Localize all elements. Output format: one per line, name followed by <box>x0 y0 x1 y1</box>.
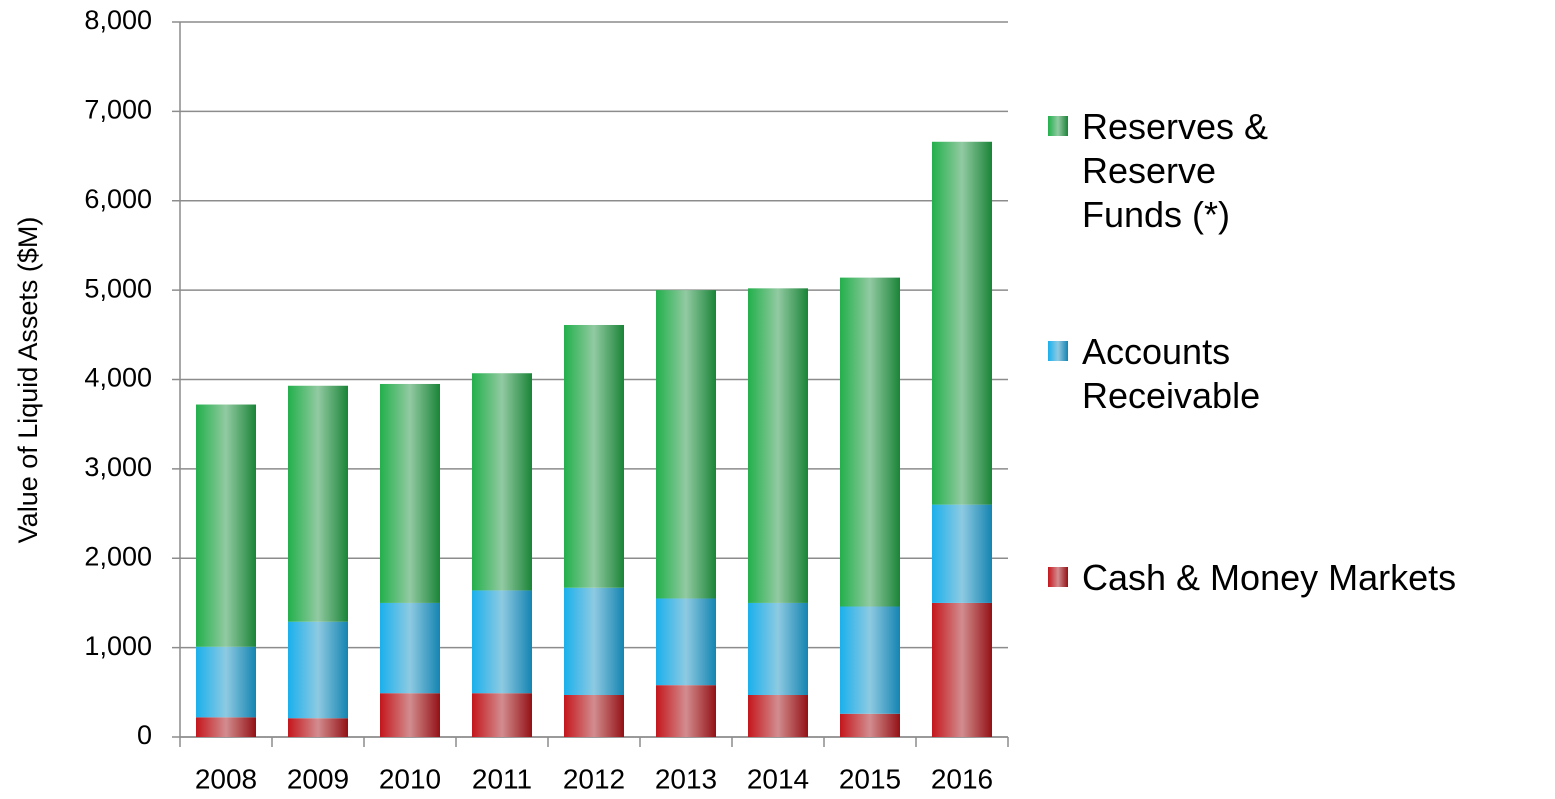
bar-segment <box>656 290 716 599</box>
x-tick-label: 2016 <box>931 763 993 794</box>
legend-label: Cash & Money Markets <box>1082 557 1457 598</box>
legend-swatch <box>1048 341 1068 361</box>
bar-segment <box>932 602 992 737</box>
legend-label: Reserves & Reserve Funds (*) <box>1082 106 1269 235</box>
x-tick-label: 2010 <box>379 763 441 794</box>
legend-swatch <box>1048 567 1068 587</box>
bar-segment <box>288 621 348 719</box>
legend-label: Accounts Receivable <box>1082 331 1261 416</box>
bar-segment <box>288 385 348 622</box>
y-tick-label: 8,000 <box>84 5 152 35</box>
bar-segment <box>564 694 624 737</box>
bar-segment <box>196 646 256 718</box>
bar-segment <box>564 587 624 695</box>
y-tick-label: 6,000 <box>84 184 152 214</box>
y-tick-label: 7,000 <box>84 95 152 125</box>
bar-segment <box>932 141 992 505</box>
bar-segment <box>748 288 808 603</box>
y-tick-label: 1,000 <box>84 631 152 661</box>
x-tick-label: 2015 <box>839 763 901 794</box>
bar-segment <box>472 693 532 737</box>
bar-segment <box>840 606 900 714</box>
legend-swatch <box>1048 116 1068 136</box>
bar-segment <box>840 277 900 607</box>
bar-segment <box>748 694 808 737</box>
bar-segment <box>564 324 624 588</box>
bar-segment <box>196 717 256 737</box>
bar-segment <box>380 602 440 694</box>
legend-item: Cash & Money Markets <box>1048 556 1456 600</box>
bar-segment <box>656 685 716 737</box>
y-tick-label: 5,000 <box>84 273 152 303</box>
bar-segment <box>656 598 716 686</box>
bar-segment <box>932 504 992 603</box>
bar-segment <box>472 590 532 694</box>
y-tick-label: 0 <box>137 720 152 750</box>
x-tick-label: 2012 <box>563 763 625 794</box>
x-tick-label: 2011 <box>472 763 532 794</box>
y-tick-label: 2,000 <box>84 541 152 571</box>
bar-segment <box>748 602 808 695</box>
bar-segment <box>380 693 440 737</box>
bar-segment <box>840 713 900 737</box>
x-tick-label: 2008 <box>195 763 257 794</box>
legend-item: Reserves & Reserve Funds (*) <box>1048 105 1312 237</box>
legend: Reserves & Reserve Funds (*) Accounts Rec… <box>1048 0 1548 799</box>
x-tick-label: 2014 <box>747 763 809 794</box>
bar-segment <box>380 383 440 603</box>
y-tick-label: 3,000 <box>84 452 152 482</box>
bar-segment <box>288 718 348 737</box>
y-axis-label: Value of Liquid Assets ($M) <box>13 217 43 544</box>
legend-item: Accounts Receivable <box>1048 330 1312 418</box>
x-tick-label: 2009 <box>287 763 349 794</box>
bar-segment <box>196 404 256 647</box>
x-tick-label: 2013 <box>655 763 717 794</box>
bar-segment <box>472 373 532 591</box>
y-tick-label: 4,000 <box>84 363 152 393</box>
